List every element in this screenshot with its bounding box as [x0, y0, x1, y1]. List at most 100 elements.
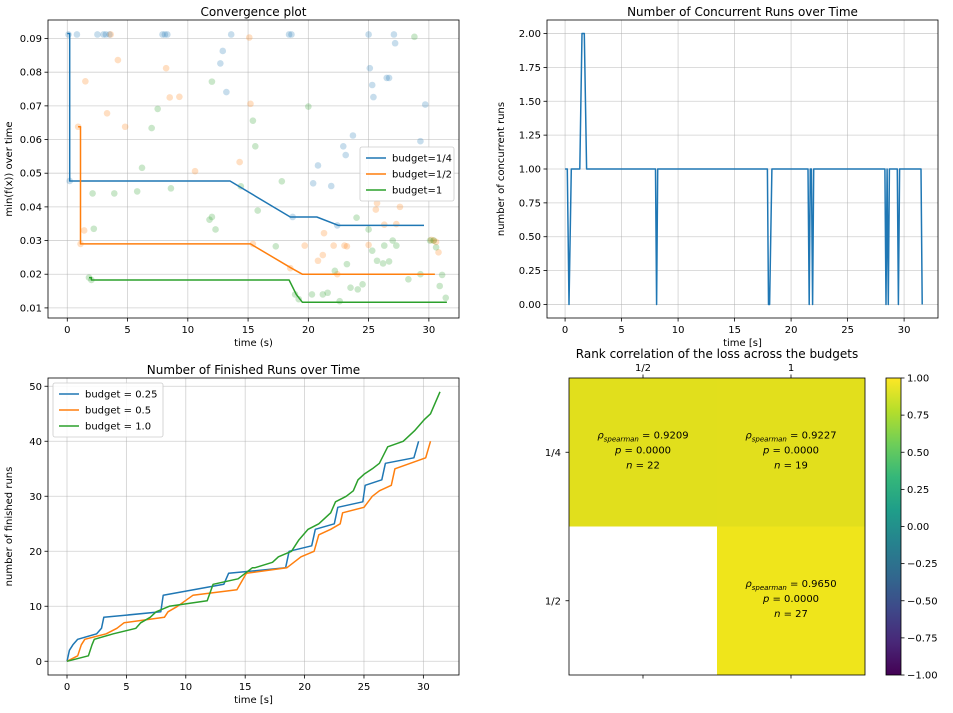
- y-tick-label: 0.09: [20, 34, 42, 45]
- data-point: [430, 237, 437, 244]
- cell-rho-value: 0.9227: [802, 430, 837, 441]
- cell-p-value: 0.0000: [784, 445, 819, 456]
- data-point: [191, 167, 199, 175]
- cell-rho-label: ρspearman = 0.9209: [597, 430, 688, 443]
- data-point: [121, 123, 129, 131]
- data-point: [319, 251, 327, 259]
- x-tick-label: 15: [728, 325, 741, 336]
- cell-n-label: n = 27: [774, 609, 808, 620]
- data-point: [82, 77, 89, 85]
- heatmap-cell: [717, 378, 865, 527]
- legend-entry: budget = 0.5: [85, 406, 151, 417]
- legend-box: [52, 382, 164, 438]
- data-point: [438, 271, 446, 279]
- x-tick-label: 25: [358, 682, 371, 693]
- data-point: [278, 177, 286, 185]
- cell-p-value: 0.0000: [784, 594, 819, 605]
- data-point: [353, 214, 360, 221]
- x-tick-label: 25: [841, 325, 854, 336]
- data-point: [314, 257, 322, 265]
- data-point: [314, 162, 322, 169]
- y-tick-label: 1.50: [519, 97, 541, 108]
- data-point: [380, 242, 388, 249]
- y-tick-label: 20: [29, 547, 42, 558]
- legend: budget = 0.25 budget = 0.5 budget = 1.0: [52, 382, 164, 438]
- data-point: [254, 207, 262, 214]
- data-point: [309, 180, 317, 187]
- x-tick-label: 0: [64, 325, 70, 336]
- cell-rho-label: ρspearman = 0.9227: [745, 430, 836, 443]
- data-point: [217, 60, 224, 67]
- y-tick-label: 1.75: [519, 63, 541, 74]
- cell-p-label: p = 0.0000: [614, 445, 671, 456]
- data-point: [106, 31, 113, 38]
- cell-p-label: p = 0.0000: [762, 445, 819, 456]
- legend-entry: budget=1: [392, 186, 442, 197]
- x-tick-label: 20: [785, 325, 798, 336]
- data-point: [167, 185, 175, 192]
- data-point: [359, 281, 366, 288]
- y-tick-label: 10: [29, 602, 42, 613]
- y-tick-label: 0.01: [20, 303, 42, 314]
- data-point: [343, 260, 351, 268]
- legend-box: [359, 146, 455, 202]
- x-tick-label: 15: [239, 682, 252, 693]
- cell-n-label: n = 19: [774, 460, 808, 471]
- x-tick-label: 0: [64, 682, 70, 693]
- y-tick-label: 0.08: [20, 68, 42, 79]
- data-point: [417, 137, 424, 145]
- data-point: [370, 93, 377, 101]
- data-point: [339, 142, 347, 150]
- data-point: [342, 151, 350, 159]
- colorbar-tick-label: −0.25: [907, 559, 938, 570]
- data-point: [223, 88, 230, 96]
- series-line: [66, 441, 432, 662]
- chart-title: Rank correlation of the loss across the …: [576, 347, 858, 361]
- data-point: [80, 227, 88, 234]
- cell-n-value: 27: [795, 609, 808, 620]
- x-axis-label: time (s): [234, 338, 273, 349]
- data-point: [347, 284, 354, 291]
- data-point: [324, 289, 331, 297]
- cell-rho-value: 0.9209: [654, 430, 689, 441]
- colorbar: [885, 377, 902, 676]
- data-point: [365, 226, 372, 233]
- data-point: [208, 213, 216, 221]
- data-point: [427, 236, 435, 244]
- y-tick-label: 0: [36, 657, 42, 668]
- data-point: [365, 241, 372, 249]
- data-point: [366, 64, 374, 72]
- data-point: [227, 31, 235, 38]
- data-point: [349, 132, 357, 139]
- cell-rho-value: 0.9650: [802, 579, 837, 590]
- colorbar-tick-label: −0.50: [907, 596, 938, 607]
- x-tick-label: 20: [298, 682, 311, 693]
- colorbar-tick-label: 0.50: [907, 448, 929, 459]
- x-tick-label: 5: [124, 325, 130, 336]
- colorbar-tick-label: 1.00: [907, 374, 929, 385]
- y-tick-label: 0.03: [20, 236, 42, 247]
- data-point: [288, 31, 295, 38]
- data-point: [249, 117, 257, 124]
- y-tick-label: 50: [29, 382, 42, 393]
- data-point: [405, 275, 412, 283]
- data-point: [390, 31, 398, 38]
- y-tick-label: 0.25: [519, 266, 541, 277]
- x-category-label: 1/2: [635, 363, 651, 374]
- y-category-label: 1/4: [545, 448, 561, 459]
- data-point: [393, 220, 400, 228]
- heatmap-frame: [568, 377, 866, 676]
- data-point: [327, 182, 335, 190]
- x-tick-label: 0: [562, 325, 568, 336]
- data-point: [365, 31, 372, 38]
- y-axis-label: number of concurrent runs: [496, 102, 507, 236]
- data-point: [102, 31, 110, 38]
- legend: budget=1/4 budget=1/2 budget=1: [359, 146, 455, 202]
- data-point: [336, 297, 343, 305]
- data-point: [368, 81, 376, 89]
- data-point: [107, 31, 114, 38]
- y-tick-label: 1.00: [519, 165, 541, 176]
- data-point: [162, 64, 170, 72]
- data-point: [426, 237, 434, 244]
- rank-correlation-heatmap: ρspearman = 0.9209 p = 0.0000 n = 22 ρspear…: [545, 347, 938, 682]
